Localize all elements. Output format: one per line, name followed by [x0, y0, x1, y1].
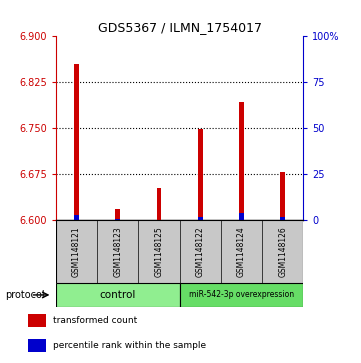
Text: GSM1148124: GSM1148124: [237, 226, 246, 277]
Bar: [198, 129, 203, 220]
Title: GDS5367 / ILMN_1754017: GDS5367 / ILMN_1754017: [97, 21, 262, 34]
Text: miR-542-3p overexpression: miR-542-3p overexpression: [189, 290, 294, 299]
Bar: [239, 213, 244, 220]
Text: control: control: [100, 290, 136, 300]
Bar: [115, 219, 120, 220]
Bar: [74, 64, 79, 220]
Bar: [198, 217, 203, 220]
Text: transformed count: transformed count: [53, 316, 137, 325]
Bar: [28, 314, 46, 327]
Bar: [56, 283, 180, 307]
Text: GSM1148121: GSM1148121: [72, 226, 81, 277]
Text: GSM1148126: GSM1148126: [278, 226, 287, 277]
Text: percentile rank within the sample: percentile rank within the sample: [53, 341, 206, 350]
Bar: [115, 209, 120, 220]
Bar: [180, 283, 303, 307]
Text: GSM1148123: GSM1148123: [113, 226, 122, 277]
Bar: [28, 339, 46, 352]
Text: GSM1148122: GSM1148122: [196, 226, 205, 277]
Bar: [280, 172, 285, 220]
Text: GSM1148125: GSM1148125: [155, 226, 164, 277]
Text: protocol: protocol: [5, 290, 45, 300]
Bar: [280, 217, 285, 220]
Bar: [157, 188, 161, 220]
Bar: [74, 215, 79, 220]
Bar: [239, 102, 244, 220]
